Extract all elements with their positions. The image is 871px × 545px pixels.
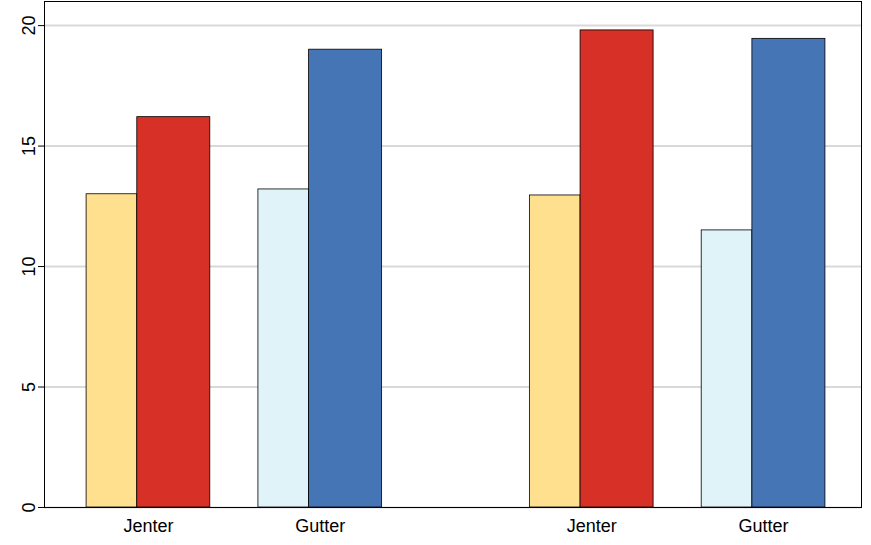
- svg-text:Jenter: Jenter: [567, 516, 617, 536]
- svg-text:20: 20: [19, 16, 39, 36]
- svg-text:Gutter: Gutter: [739, 516, 789, 536]
- svg-text:10: 10: [19, 257, 39, 277]
- svg-text:Gutter: Gutter: [295, 516, 345, 536]
- svg-text:0: 0: [19, 502, 39, 512]
- svg-text:Jenter: Jenter: [123, 516, 173, 536]
- svg-text:5: 5: [19, 382, 39, 392]
- svg-text:15: 15: [19, 136, 39, 156]
